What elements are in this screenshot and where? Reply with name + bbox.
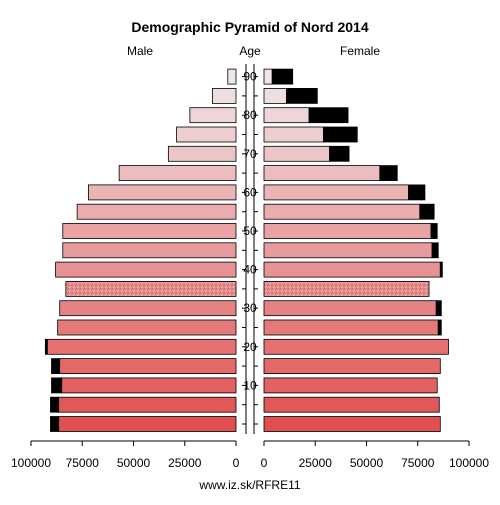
male-bar-dark-10-14 — [51, 377, 63, 394]
male-bar-15-19 — [59, 358, 237, 375]
female-x-tick-label: 25000 — [299, 456, 333, 470]
female-x-tick-label: 50000 — [350, 456, 384, 470]
female-bar-10-14 — [263, 377, 438, 394]
male-bar-dark-15-19 — [51, 358, 61, 375]
male-x-tick-label: 25000 — [168, 456, 202, 470]
age-tick-label: 80 — [243, 108, 257, 122]
female-bar-90+ — [263, 68, 273, 85]
male-bar-55-59 — [76, 203, 237, 220]
female-bar-dark-50-54 — [430, 223, 438, 239]
female-bar-dark-80-84 — [308, 107, 349, 124]
male-bar-30-34 — [59, 300, 237, 317]
female-bar-dark-30-34 — [435, 300, 442, 317]
female-bar-50-54 — [263, 223, 432, 239]
female-bar-20-24 — [263, 338, 449, 355]
female-bar-dark-90+ — [271, 68, 294, 85]
male-bar-45-49 — [62, 242, 237, 259]
female-bar-0-4 — [263, 416, 441, 432]
male-bar-5-9 — [58, 396, 237, 413]
age-header: Age — [239, 44, 261, 58]
male-bar-20-24 — [47, 338, 237, 355]
male-bar-75-79 — [176, 126, 237, 143]
male-bar-dark-5-9 — [50, 396, 60, 413]
female-bar-dark-65-69 — [379, 165, 398, 182]
male-bar-70-74 — [167, 145, 237, 162]
female-bar-dark-85-89 — [286, 88, 318, 104]
female-bar-70-74 — [263, 145, 330, 162]
female-bar-dark-25-29 — [437, 319, 442, 336]
age-tick-label: 30 — [243, 301, 257, 315]
male-bar-60-64 — [88, 184, 237, 201]
female-bar-35-39 — [263, 280, 430, 297]
age-tick-label: 90 — [243, 70, 257, 84]
age-tick-label: 50 — [243, 224, 257, 238]
female-bar-dark-70-74 — [329, 145, 350, 162]
female-bar-80-84 — [263, 107, 310, 124]
axes-layer: 10 20 30 40 50 60 70 80 90 0 0 25000 25000 50000 50000… — [11, 64, 489, 470]
male-bar-65-69 — [118, 165, 237, 182]
age-tick-label: 70 — [243, 147, 257, 161]
source-footer: www.iz.sk/RFRE11 — [198, 478, 300, 492]
male-header: Male — [127, 44, 153, 58]
female-bar-dark-55-59 — [419, 203, 435, 220]
female-x-tick-label: 100000 — [449, 456, 489, 470]
bars-layer — [44, 68, 449, 432]
female-bar-30-34 — [263, 300, 437, 317]
age-tick-label: 40 — [243, 263, 257, 277]
female-bar-60-64 — [263, 184, 409, 201]
female-bar-25-29 — [263, 319, 439, 336]
female-bar-75-79 — [263, 126, 324, 143]
age-tick-label: 60 — [243, 185, 257, 199]
age-tick-label: 20 — [243, 340, 257, 354]
female-bar-dark-45-49 — [431, 242, 439, 259]
female-bar-15-19 — [263, 358, 441, 375]
male-x-tick-label: 100000 — [11, 456, 51, 470]
male-bar-0-4 — [58, 416, 237, 432]
male-bar-80-84 — [189, 107, 237, 124]
female-x-tick-label: 75000 — [401, 456, 435, 470]
male-bar-90+ — [227, 68, 237, 85]
female-bar-45-49 — [263, 242, 433, 259]
female-bar-dark-75-79 — [323, 126, 358, 143]
female-x-tick-label: 0 — [261, 456, 268, 470]
male-x-tick-label: 0 — [233, 456, 240, 470]
male-bar-50-54 — [62, 223, 237, 239]
female-bar-5-9 — [263, 396, 440, 413]
female-bar-85-89 — [263, 88, 287, 104]
female-bar-dark-40-44 — [439, 261, 443, 278]
female-bar-55-59 — [263, 203, 421, 220]
male-bar-10-14 — [61, 377, 237, 394]
female-header: Female — [340, 44, 380, 58]
male-x-tick-label: 75000 — [66, 456, 100, 470]
female-bar-40-44 — [263, 261, 441, 278]
chart-title: Demographic Pyramid of Nord 2014 — [131, 19, 369, 35]
male-bar-dark-0-4 — [50, 416, 60, 432]
male-bar-25-29 — [57, 319, 237, 336]
female-bar-65-69 — [263, 165, 381, 182]
male-bar-40-44 — [55, 261, 237, 278]
male-x-tick-label: 50000 — [117, 456, 151, 470]
age-tick-label: 10 — [243, 378, 257, 392]
male-bar-35-39 — [65, 280, 237, 297]
male-bar-85-89 — [212, 88, 237, 104]
female-bar-dark-60-64 — [408, 184, 426, 201]
